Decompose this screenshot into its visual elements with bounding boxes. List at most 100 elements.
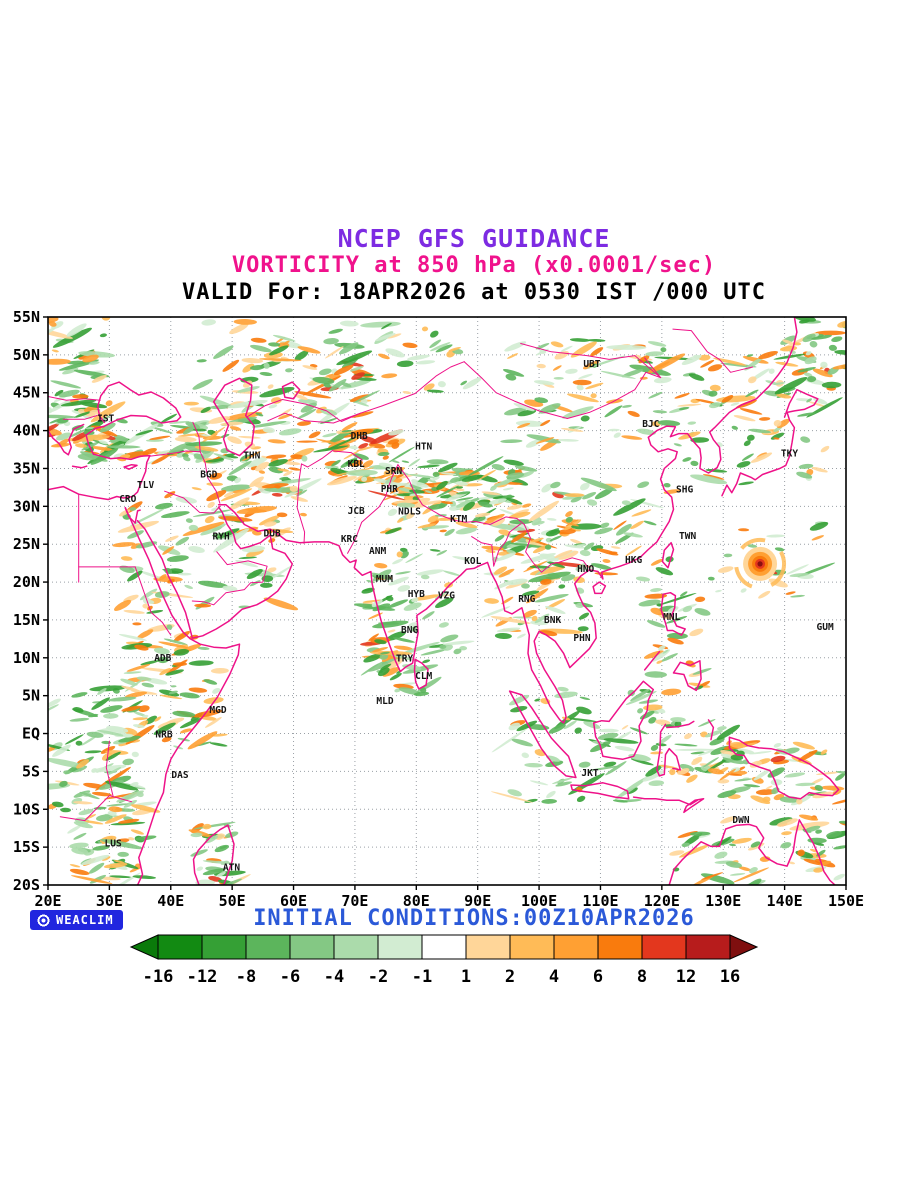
colorbar-segment bbox=[641, 934, 687, 960]
map-frame bbox=[47, 316, 847, 886]
colorbar-segment bbox=[553, 934, 599, 960]
weaclim-spiral-icon bbox=[37, 913, 50, 927]
country-borders bbox=[48, 328, 754, 822]
y-tick-label: 55N bbox=[13, 308, 40, 326]
weaclim-logo: WEACLIM bbox=[30, 910, 123, 930]
station-label: PHR bbox=[381, 484, 398, 495]
colorbar-tick-label: 1 bbox=[461, 967, 471, 987]
station-label: BJC bbox=[642, 419, 659, 430]
station-label: ATN bbox=[223, 863, 240, 874]
colorbar-segment bbox=[201, 934, 247, 960]
x-tick-label: 150E bbox=[828, 892, 864, 910]
station-label: HTN bbox=[415, 442, 432, 453]
colorbar-tick-label: -8 bbox=[236, 967, 256, 987]
colorbar-segment bbox=[421, 934, 467, 960]
station-label: BNK bbox=[544, 615, 561, 626]
y-tick-label: 20S bbox=[13, 876, 40, 894]
x-tick-label: 50E bbox=[219, 892, 246, 910]
station-label: KRC bbox=[341, 534, 358, 545]
y-tick-label: 5N bbox=[22, 687, 40, 705]
x-tick-label: 120E bbox=[644, 892, 680, 910]
station-label: KOL bbox=[464, 556, 481, 567]
y-tick-label: 15S bbox=[13, 838, 40, 856]
station-label: GUM bbox=[817, 622, 834, 633]
station-label: DHB bbox=[351, 431, 368, 442]
coastlines bbox=[48, 317, 840, 885]
y-tick-label: 35N bbox=[13, 459, 40, 477]
x-tick-label: 130E bbox=[705, 892, 741, 910]
x-tick-label: 80E bbox=[403, 892, 430, 910]
x-tick-label: 30E bbox=[96, 892, 123, 910]
station-label: RNG bbox=[518, 594, 535, 605]
station-label: MUM bbox=[376, 574, 393, 585]
map-panel: 20E 30E 40E 50E 60E 70E 80E 90E 100E 110E 120E 130E… bbox=[13, 308, 864, 910]
station-label: TKY bbox=[781, 448, 798, 459]
station-label: CLM bbox=[415, 671, 432, 682]
station-label: PHN bbox=[573, 633, 590, 644]
station-label: ADB bbox=[154, 653, 171, 664]
x-tick-label: 60E bbox=[280, 892, 307, 910]
station-label: NDLS bbox=[398, 507, 421, 518]
colorbar-tick-label: 12 bbox=[676, 967, 696, 987]
station-label: CRO bbox=[119, 494, 136, 505]
colorbar-tick-label: -1 bbox=[412, 967, 432, 987]
x-tick-label: 40E bbox=[157, 892, 184, 910]
x-tick-label: 100E bbox=[521, 892, 557, 910]
station-label: BNG bbox=[401, 625, 418, 636]
y-tick-label: 10S bbox=[13, 800, 40, 818]
colorbar-tick-label: 4 bbox=[549, 967, 559, 987]
station-label: TLV bbox=[137, 480, 154, 491]
x-tick-label: 20E bbox=[34, 892, 61, 910]
station-label: NRB bbox=[155, 729, 172, 740]
colorbar-segment bbox=[157, 934, 203, 960]
station-label: THN bbox=[243, 451, 260, 462]
colorbar-tick-label: 16 bbox=[720, 967, 740, 987]
station-label: MNL bbox=[663, 612, 680, 623]
station-label: HYB bbox=[408, 589, 425, 600]
colorbar-left-arrow bbox=[129, 934, 159, 960]
station-label: DWN bbox=[732, 815, 749, 826]
station-label: ANM bbox=[369, 546, 386, 557]
station-label: DUB bbox=[264, 529, 281, 540]
station-label: HKG bbox=[625, 555, 642, 566]
colorbar-segment bbox=[289, 934, 335, 960]
colorbar-segment bbox=[377, 934, 423, 960]
y-tick-label: 50N bbox=[13, 346, 40, 364]
colorbar-tick-label: -6 bbox=[280, 967, 300, 987]
colorbar: -16 -12 -8 -6 -4 -2 -1 1 2 4 6 8 12 16 bbox=[129, 934, 759, 987]
y-tick-label: 45N bbox=[13, 384, 40, 402]
station-label: JKT bbox=[581, 768, 598, 779]
y-tick-label: EQ bbox=[22, 725, 40, 743]
y-tick-label: 10N bbox=[13, 649, 40, 667]
cyclone-vorticity-max bbox=[734, 537, 787, 590]
vorticity-shading bbox=[48, 317, 846, 885]
station-label: LUS bbox=[105, 838, 122, 849]
station-label: HNO bbox=[577, 564, 594, 575]
station-label: TWN bbox=[679, 531, 696, 542]
station-label: RYH bbox=[213, 532, 230, 543]
station-label: IST bbox=[97, 414, 114, 425]
initial-conditions-line: INITIAL CONDITIONS:00Z10APR2026 bbox=[253, 906, 695, 931]
x-tick-label: 140E bbox=[767, 892, 803, 910]
station-label: DAS bbox=[171, 770, 188, 781]
x-tick-label: 90E bbox=[464, 892, 491, 910]
station-label: BGD bbox=[200, 470, 217, 481]
station-label: SHG bbox=[676, 485, 693, 496]
field-title: VORTICITY at 850 hPa (x0.0001/sec) bbox=[231, 253, 717, 278]
colorbar-segment bbox=[245, 934, 291, 960]
model-title: NCEP GFS GUIDANCE bbox=[337, 224, 611, 253]
station-label: UBT bbox=[583, 359, 600, 370]
title-block: NCEP GFS GUIDANCE VORTICITY at 850 hPa (… bbox=[0, 226, 900, 306]
y-tick-label: 15N bbox=[13, 611, 40, 629]
y-tick-label: 20N bbox=[13, 573, 40, 591]
station-label: KBL bbox=[348, 459, 365, 470]
colorbar-right-arrow bbox=[729, 934, 759, 960]
x-tick-label: 110E bbox=[582, 892, 618, 910]
colorbar-segment bbox=[685, 934, 731, 960]
y-tick-label: 5S bbox=[22, 762, 40, 780]
station-label: TRY bbox=[396, 654, 413, 665]
station-label: MGD bbox=[209, 705, 226, 716]
y-tick-label: 25N bbox=[13, 535, 40, 553]
